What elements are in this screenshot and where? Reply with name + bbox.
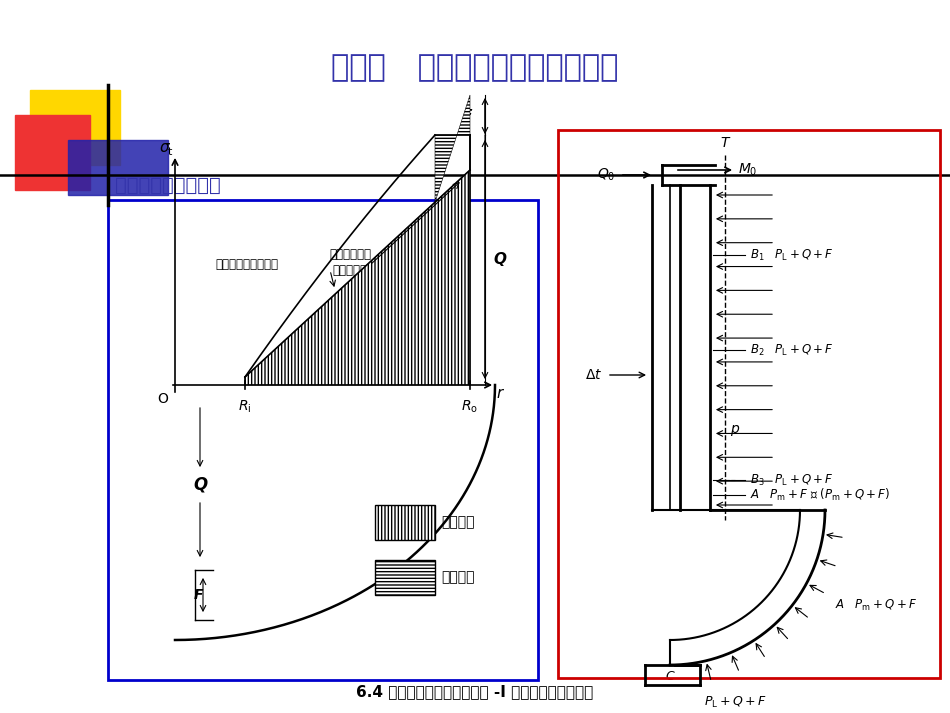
Text: $B_1$   $P_{\rm L}+Q+F$: $B_1$ $P_{\rm L}+Q+F$ xyxy=(750,247,834,262)
Text: T: T xyxy=(721,136,730,150)
Text: $A$   $P_{\rm m}+Q+F$: $A$ $P_{\rm m}+Q+F$ xyxy=(835,597,918,612)
Text: 第二节   化工容器的应力分析设计: 第二节 化工容器的应力分析设计 xyxy=(332,53,618,83)
Bar xyxy=(68,140,168,195)
Bar xyxy=(375,560,435,595)
Text: 相当线性分布: 相当线性分布 xyxy=(329,249,371,262)
Text: $R_{\rm o}$: $R_{\rm o}$ xyxy=(462,399,479,416)
Text: $\sigma$: $\sigma$ xyxy=(159,140,171,155)
Bar xyxy=(108,200,538,680)
Text: C: C xyxy=(665,670,674,683)
Text: 二、容器的应力分类: 二、容器的应力分类 xyxy=(115,175,220,195)
Polygon shape xyxy=(245,170,470,385)
Text: 峰值应力: 峰值应力 xyxy=(441,570,474,585)
Bar xyxy=(15,115,90,190)
Text: $R_{\rm i}$: $R_{\rm i}$ xyxy=(238,399,252,416)
Text: $Q_0$: $Q_0$ xyxy=(597,167,615,183)
Text: $B_2$   $P_{\rm L}+Q+F$: $B_2$ $P_{\rm L}+Q+F$ xyxy=(750,342,834,357)
Text: $M_0$: $M_0$ xyxy=(738,162,757,178)
Text: $\Delta t$: $\Delta t$ xyxy=(584,368,602,382)
Text: F: F xyxy=(194,588,203,602)
Text: 二次应力: 二次应力 xyxy=(441,515,474,530)
Text: $A$   $P_{\rm m}+F$ 或 $(P_{\rm m}+Q+F)$: $A$ $P_{\rm m}+F$ 或 $(P_{\rm m}+Q+F)$ xyxy=(750,487,890,503)
Text: O: O xyxy=(158,392,168,406)
Text: t: t xyxy=(168,147,172,157)
Text: r: r xyxy=(497,386,504,401)
Text: $B_3$   $P_{\rm L}+Q+F$: $B_3$ $P_{\rm L}+Q+F$ xyxy=(750,473,834,488)
Bar xyxy=(375,505,435,540)
Text: 6.4 化工容器的应力分析设计 -I 压力容器的应力分类: 6.4 化工容器的应力分析设计 -I 压力容器的应力分类 xyxy=(356,684,594,699)
Text: $p$: $p$ xyxy=(730,423,740,438)
Text: Q: Q xyxy=(493,252,506,267)
Bar xyxy=(30,90,120,165)
Bar xyxy=(558,130,940,678)
Polygon shape xyxy=(435,95,470,202)
Text: 非线性分布温差应力: 非线性分布温差应力 xyxy=(215,259,278,272)
Text: $P_{\rm L}+Q+F$: $P_{\rm L}+Q+F$ xyxy=(704,695,767,710)
Text: Q: Q xyxy=(193,476,207,494)
Text: 的温差应力: 的温差应力 xyxy=(332,264,368,277)
Text: F: F xyxy=(463,108,472,122)
